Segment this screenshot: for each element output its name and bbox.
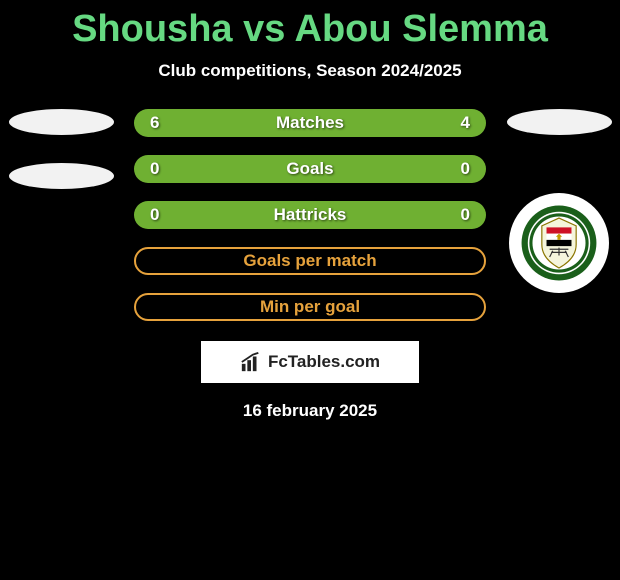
- page-subtitle: Club competitions, Season 2024/2025: [0, 61, 620, 81]
- right-team-col: [504, 109, 614, 293]
- date-text: 16 february 2025: [0, 401, 620, 421]
- stat-bar-hattricks: 0 Hattricks 0: [134, 201, 486, 229]
- chart-icon: [240, 351, 262, 373]
- stats-column: 6 Matches 4 0 Goals 0 0 Hattricks 0 Goal…: [116, 109, 504, 321]
- right-team-placeholder-1: [507, 109, 612, 135]
- left-team-placeholder-1: [9, 109, 114, 135]
- stat-left-value: 0: [150, 205, 174, 225]
- stat-label: Goals per match: [243, 251, 376, 271]
- stat-right-value: 0: [446, 159, 470, 179]
- stat-bar-matches: 6 Matches 4: [134, 109, 486, 137]
- left-team-col: [6, 109, 116, 189]
- stat-right-value: 4: [446, 113, 470, 133]
- right-team-crest: [509, 193, 609, 293]
- content-row: 6 Matches 4 0 Goals 0 0 Hattricks 0 Goal…: [0, 109, 620, 321]
- stat-label: Min per goal: [260, 297, 360, 317]
- stat-label: Matches: [174, 113, 446, 133]
- stat-left-value: 6: [150, 113, 174, 133]
- stat-bar-goals-per-match: Goals per match: [134, 247, 486, 275]
- stat-bar-min-per-goal: Min per goal: [134, 293, 486, 321]
- left-team-placeholder-2: [9, 163, 114, 189]
- stat-left-value: 0: [150, 159, 174, 179]
- stat-right-value: 0: [446, 205, 470, 225]
- crest-icon: [520, 204, 598, 282]
- page-title: Shousha vs Abou Slemma: [0, 0, 620, 51]
- brand-box: FcTables.com: [201, 341, 419, 383]
- stat-label: Goals: [174, 159, 446, 179]
- stat-label: Hattricks: [174, 205, 446, 225]
- stat-bar-goals: 0 Goals 0: [134, 155, 486, 183]
- brand-text: FcTables.com: [268, 352, 380, 372]
